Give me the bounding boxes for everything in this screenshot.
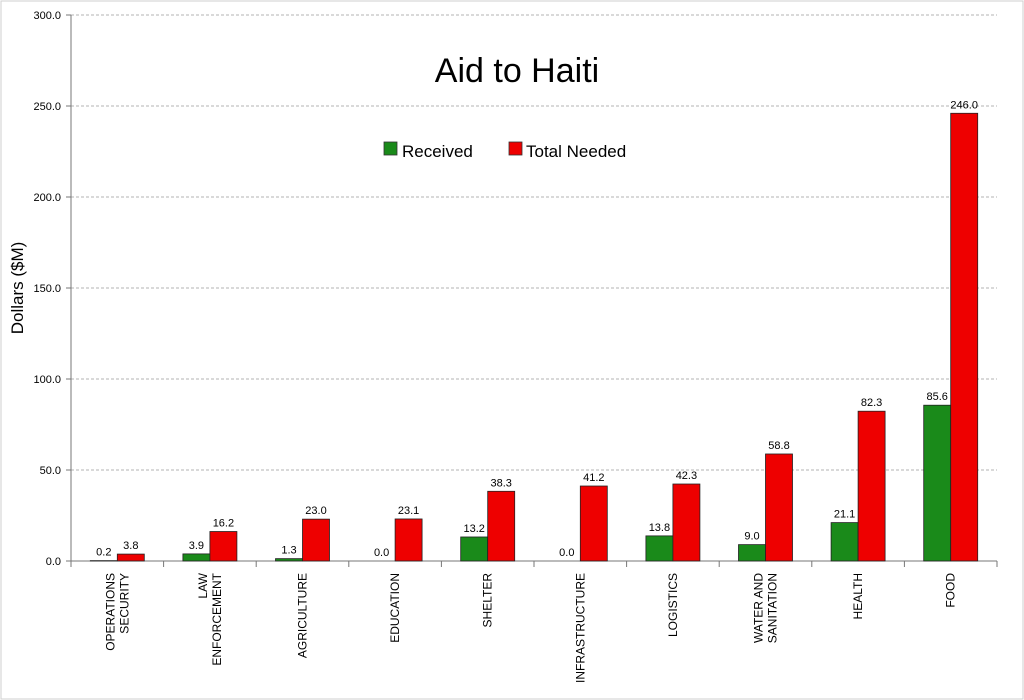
- x-tick-label: LAW ENFORCEMENT: [196, 572, 224, 665]
- x-tick-label: INFRASTRUCTURE: [573, 573, 587, 683]
- data-label: 82.3: [861, 397, 882, 409]
- x-tick-label-line: LOGISTICS: [666, 573, 680, 637]
- bar-total-needed: [487, 490, 516, 562]
- bar-total-needed: [672, 483, 701, 562]
- legend-swatch-received: [383, 141, 398, 156]
- data-label: 38.3: [490, 477, 511, 489]
- bar-received: [275, 558, 303, 562]
- chart-title: Aid to Haiti: [435, 52, 599, 90]
- data-labels: 0.2 3.9 1.3 0.0 13.2 0.0 13.8 9.0 21.1 85.6 3.8 16.…: [96, 99, 978, 559]
- data-label: 58.8: [768, 440, 789, 452]
- bar-total-needed: [765, 453, 793, 562]
- y-axis-label: Dollars ($M): [8, 242, 27, 335]
- data-label: 21.1: [834, 509, 855, 521]
- data-label: 13.2: [463, 523, 484, 535]
- y-tick-label: 50.0: [40, 465, 61, 477]
- data-label: 42.3: [676, 470, 697, 482]
- legend: Received Total Needed: [383, 141, 626, 161]
- data-label: 41.2: [583, 472, 604, 484]
- data-label: 0.0: [559, 547, 574, 559]
- x-tick-label-line: WATER AND: [752, 573, 766, 643]
- legend-swatch-total-needed: [508, 141, 523, 156]
- x-tick-label: OPERATIONS SECURITY: [103, 573, 131, 651]
- bar-total-needed: [857, 410, 886, 562]
- data-label: 13.8: [649, 522, 670, 534]
- data-label: 9.0: [744, 531, 759, 543]
- bar-received: [738, 544, 766, 562]
- bar-received: [460, 536, 489, 562]
- x-tick-label: AGRICULTURE: [296, 573, 310, 658]
- bar-total-needed: [116, 553, 145, 562]
- x-tick-label: LOGISTICS: [666, 573, 680, 637]
- bar-received: [182, 553, 211, 562]
- legend-label-total-needed: Total Needed: [526, 142, 626, 161]
- y-tick-label: 200.0: [33, 192, 61, 204]
- data-label: 85.6: [926, 391, 947, 403]
- x-tick-label-line: EDUCATION: [388, 573, 402, 643]
- x-tick-label-line: INFRASTRUCTURE: [573, 573, 587, 683]
- bars: [89, 112, 979, 562]
- x-tick-label-line: SHELTER: [481, 573, 495, 628]
- bar-total-needed: [209, 531, 238, 562]
- bar-total-needed: [302, 518, 330, 562]
- data-label: 3.8: [123, 540, 138, 552]
- y-tick-label: 300.0: [33, 10, 61, 22]
- data-label: 3.9: [189, 540, 204, 552]
- bar-total-needed: [394, 518, 423, 562]
- y-tick-label: 250.0: [33, 101, 61, 113]
- x-tick-label-line: SECURITY: [117, 573, 131, 634]
- x-tick-label: HEALTH: [851, 573, 865, 619]
- y-tick-label: 150.0: [33, 283, 61, 295]
- x-tick-label-line: SANITATION: [766, 573, 780, 643]
- x-tick-label: FOOD: [944, 573, 958, 608]
- bar-received: [645, 535, 674, 562]
- data-label: 0.0: [374, 547, 389, 559]
- bar-total-needed: [579, 485, 608, 562]
- bar-received: [923, 404, 952, 562]
- x-tick-label-line: LAW: [196, 572, 210, 598]
- bar-received: [830, 522, 859, 562]
- data-label: 246.0: [950, 99, 978, 111]
- x-tick-label-line: ENFORCEMENT: [210, 572, 224, 665]
- data-label: 0.2: [96, 547, 111, 559]
- data-label: 23.0: [305, 505, 326, 517]
- x-tick-label-line: HEALTH: [851, 573, 865, 619]
- x-tick-label: SHELTER: [481, 573, 495, 628]
- grid-lines: [71, 14, 997, 471]
- x-tick-label: EDUCATION: [388, 573, 402, 643]
- x-tick-label-line: FOOD: [944, 573, 958, 608]
- data-label: 23.1: [398, 505, 419, 517]
- x-tick-label-line: AGRICULTURE: [296, 573, 310, 658]
- data-label: 1.3: [281, 545, 296, 557]
- data-label: 16.2: [213, 518, 234, 530]
- y-tick-label: 0.0: [46, 556, 61, 568]
- y-tick-label: 100.0: [33, 374, 61, 386]
- x-tick-label: WATER AND SANITATION: [752, 573, 780, 644]
- x-tick-label-line: OPERATIONS: [103, 573, 117, 651]
- bar-total-needed: [950, 112, 979, 562]
- legend-label-received: Received: [402, 142, 473, 161]
